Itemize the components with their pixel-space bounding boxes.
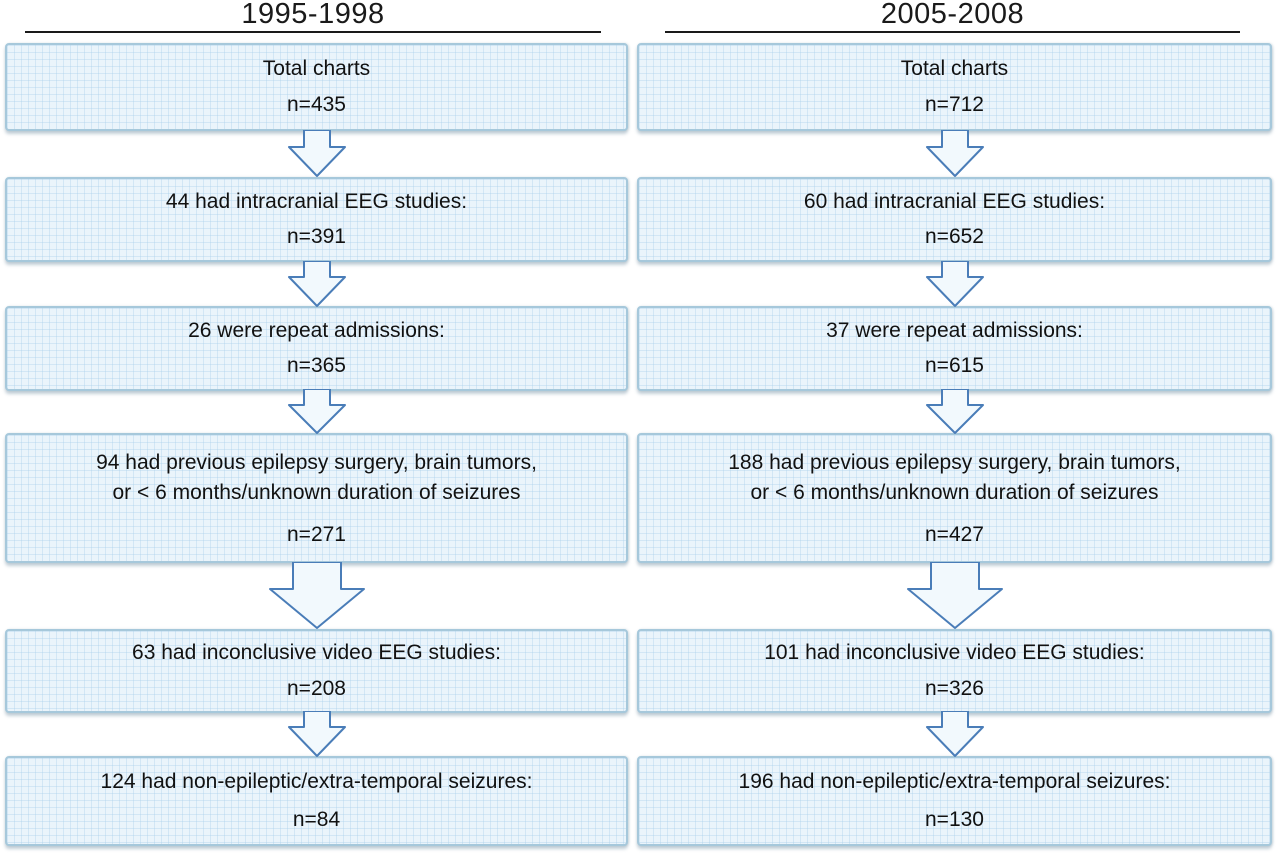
column-title: 2005-2008	[880, 0, 1025, 30]
flow-box-prior-surgery-exclusions: 94 had previous epilepsy surgery, brain …	[5, 433, 628, 563]
down-arrow-icon	[268, 562, 365, 629]
box-n-value: n=365	[287, 354, 346, 378]
box-label: 37 were repeat admissions:	[826, 318, 1083, 342]
flow-box-non-epileptic-extratemporal: 124 had non-epileptic/extra-temporal sei…	[5, 756, 628, 846]
box-label: 60 had intracranial EEG studies:	[803, 189, 1106, 213]
box-label: 188 had previous epilepsy surgery, brain…	[728, 451, 1181, 505]
box-label: 196 had non-epileptic/extra-temporal sei…	[738, 770, 1171, 794]
box-n-value: n=271	[287, 522, 346, 546]
flow-box-repeat-admissions: 26 were repeat admissions: n=365	[5, 306, 628, 391]
flow-box-total-charts: Total charts n=712	[637, 43, 1272, 131]
flow-box-intracranial-eeg: 44 had intracranial EEG studies: n=391	[5, 177, 628, 262]
flow-box-inconclusive-video-eeg: 63 had inconclusive video EEG studies: n…	[5, 629, 628, 713]
box-n-value: n=435	[287, 93, 346, 117]
down-arrow-icon	[287, 711, 346, 757]
down-arrow-icon	[925, 261, 984, 307]
box-label: Total charts	[900, 56, 1009, 80]
box-label: 26 were repeat admissions:	[188, 318, 445, 342]
box-label: 44 had intracranial EEG studies:	[165, 189, 468, 213]
title-underline	[665, 31, 1240, 33]
flow-box-intracranial-eeg: 60 had intracranial EEG studies: n=652	[637, 177, 1272, 262]
column-title: 1995-1998	[241, 0, 385, 30]
box-n-value: n=208	[287, 676, 346, 700]
down-arrow-icon	[906, 562, 1003, 629]
flow-box-inconclusive-video-eeg: 101 had inconclusive video EEG studies: …	[637, 629, 1272, 713]
box-label: 124 had non-epileptic/extra-temporal sei…	[100, 770, 533, 794]
box-n-value: n=712	[925, 93, 984, 117]
down-arrow-icon	[287, 130, 346, 177]
flow-box-total-charts: Total charts n=435	[5, 43, 628, 131]
box-n-value: n=130	[925, 807, 984, 831]
box-n-value: n=615	[925, 354, 984, 378]
down-arrow-icon	[925, 711, 984, 757]
box-n-value: n=652	[925, 225, 984, 249]
box-label: Total charts	[262, 56, 371, 80]
box-label: 94 had previous epilepsy surgery, brain …	[96, 451, 537, 505]
box-n-value: n=391	[287, 225, 346, 249]
box-n-value: n=326	[925, 676, 984, 700]
down-arrow-icon	[287, 261, 346, 307]
down-arrow-icon	[925, 130, 984, 177]
box-label: 101 had inconclusive video EEG studies:	[764, 641, 1145, 665]
box-n-value: n=427	[925, 522, 984, 546]
box-n-value: n=84	[292, 807, 341, 831]
flow-box-repeat-admissions: 37 were repeat admissions: n=615	[637, 306, 1272, 391]
title-underline	[25, 31, 601, 33]
down-arrow-icon	[287, 389, 346, 434]
flow-box-non-epileptic-extratemporal: 196 had non-epileptic/extra-temporal sei…	[637, 756, 1272, 846]
down-arrow-icon	[925, 389, 984, 434]
flow-box-prior-surgery-exclusions: 188 had previous epilepsy surgery, brain…	[637, 433, 1272, 563]
box-label: 63 had inconclusive video EEG studies:	[132, 641, 501, 665]
column-1995-1998: 1995-1998 Total charts n=435 44 had intr…	[5, 0, 628, 854]
column-2005-2008: 2005-2008 Total charts n=712 60 had intr…	[637, 0, 1272, 854]
